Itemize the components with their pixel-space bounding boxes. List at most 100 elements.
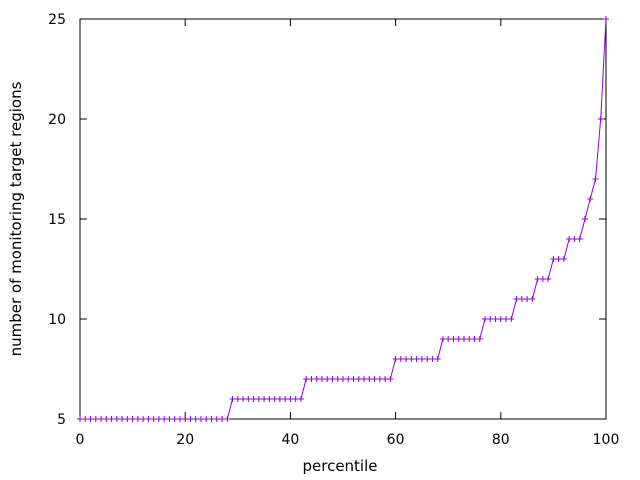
- data-point: [271, 396, 278, 402]
- data-point: [113, 416, 120, 422]
- data-point: [161, 416, 168, 422]
- x-tick-label: 0: [76, 432, 85, 448]
- axis-ticks: [79, 18, 607, 420]
- data-point: [224, 416, 231, 422]
- data-point: [334, 376, 341, 382]
- data-point: [250, 396, 257, 402]
- data-point: [587, 196, 594, 202]
- data-point: [134, 416, 141, 422]
- data-point: [513, 296, 520, 302]
- data-point: [361, 376, 368, 382]
- data-point: [124, 416, 131, 422]
- data-point: [487, 316, 494, 322]
- data-point: [87, 416, 94, 422]
- data-point: [529, 296, 536, 302]
- data-point: [329, 376, 336, 382]
- data-point: [376, 376, 383, 382]
- data-point: [187, 416, 194, 422]
- data-point: [98, 416, 105, 422]
- data-point: [308, 376, 315, 382]
- data-point: [524, 296, 531, 302]
- data-point: [429, 356, 436, 362]
- data-point: [229, 396, 236, 402]
- x-tick-label: 80: [492, 432, 510, 448]
- data-point: [492, 316, 499, 322]
- data-point: [503, 316, 510, 322]
- data-point: [392, 356, 399, 362]
- data-point: [603, 16, 609, 22]
- data-point: [119, 416, 126, 422]
- data-point: [219, 416, 226, 422]
- data-point: [382, 376, 389, 382]
- data-point: [592, 176, 599, 182]
- data-point: [350, 376, 357, 382]
- x-tick-label: 100: [593, 432, 620, 448]
- data-point: [192, 416, 199, 422]
- series-line: [80, 18, 607, 420]
- data-point: [408, 356, 415, 362]
- data-point: [345, 376, 352, 382]
- data-point: [208, 416, 215, 422]
- data-point: [145, 416, 152, 422]
- data-point: [460, 336, 467, 342]
- x-tick-label: 20: [176, 432, 194, 448]
- data-point: [450, 336, 457, 342]
- data-point: [445, 336, 452, 342]
- data-point: [560, 256, 567, 262]
- data-point: [418, 356, 425, 362]
- data-point: [387, 376, 394, 382]
- data-point: [497, 316, 504, 322]
- data-point: [245, 396, 252, 402]
- data-point: [571, 236, 578, 242]
- y-tick-label: 10: [48, 312, 66, 328]
- data-point: [466, 336, 473, 342]
- x-axis-label: percentile: [302, 457, 377, 475]
- data-point: [313, 376, 320, 382]
- data-point: [476, 336, 483, 342]
- data-point: [197, 416, 204, 422]
- data-point: [355, 376, 362, 382]
- data-point: [318, 376, 325, 382]
- data-point: [129, 416, 136, 422]
- x-tick-label: 40: [281, 432, 299, 448]
- data-point: [439, 336, 446, 342]
- data-point: [150, 416, 157, 422]
- data-point: [182, 416, 189, 422]
- data-point: [471, 336, 478, 342]
- y-tick-label: 25: [48, 12, 66, 28]
- series-markers: [77, 16, 609, 422]
- data-point: [140, 416, 147, 422]
- data-point: [266, 396, 273, 402]
- data-point: [539, 276, 546, 282]
- data-point: [261, 396, 268, 402]
- data-point: [555, 256, 562, 262]
- data-point: [518, 296, 525, 302]
- data-point: [324, 376, 331, 382]
- data-point: [413, 356, 420, 362]
- data-point: [176, 416, 183, 422]
- data-point: [371, 376, 378, 382]
- data-point: [297, 396, 304, 402]
- y-tick-label: 15: [48, 212, 66, 228]
- data-point: [92, 416, 99, 422]
- plot-border: [79, 18, 607, 420]
- data-point: [597, 116, 604, 122]
- data-point: [576, 236, 583, 242]
- data-point: [403, 356, 410, 362]
- data-point: [550, 256, 557, 262]
- data-point: [166, 416, 173, 422]
- data-point: [213, 416, 220, 422]
- data-point: [508, 316, 515, 322]
- data-point: [234, 396, 241, 402]
- y-tick-label: 5: [57, 412, 66, 428]
- data-point: [171, 416, 178, 422]
- tick-labels: 0 20 40 60 80 100 5 10 15 20 25: [48, 12, 619, 448]
- data-point: [545, 276, 552, 282]
- data-point: [240, 396, 247, 402]
- data-point: [276, 396, 283, 402]
- data-point: [434, 356, 441, 362]
- data-point: [366, 376, 373, 382]
- data-point: [292, 396, 299, 402]
- data-point: [282, 396, 289, 402]
